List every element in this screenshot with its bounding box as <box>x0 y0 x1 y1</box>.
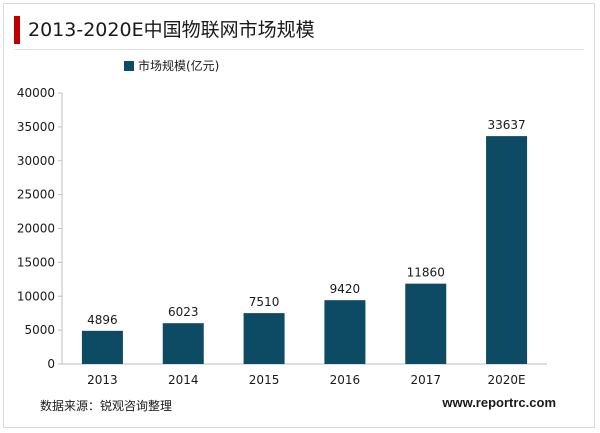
website-url: www.reportrc.com <box>442 395 556 410</box>
data-label: 7510 <box>249 295 280 309</box>
data-label: 33637 <box>487 118 525 132</box>
title-divider <box>14 49 584 50</box>
y-tick-label: 40000 <box>17 86 55 100</box>
bar <box>405 283 447 364</box>
data-label: 9420 <box>330 282 361 296</box>
x-tick-label: 2020E <box>488 373 526 387</box>
bar <box>81 330 123 364</box>
x-tick-label: 2014 <box>168 373 199 387</box>
y-tick-label: 20000 <box>17 222 55 236</box>
y-tick-label: 5000 <box>24 323 55 337</box>
y-tick-label: 35000 <box>17 120 55 134</box>
bar <box>324 300 366 364</box>
title-accent-bar <box>14 16 20 44</box>
chart-title: 2013-2020E中国物联网市场规模 <box>28 19 315 41</box>
x-tick-label: 2017 <box>410 373 441 387</box>
legend: 市场规模(亿元) <box>124 57 219 74</box>
bar <box>162 323 204 364</box>
y-tick-label: 10000 <box>17 289 55 303</box>
bar <box>486 136 528 364</box>
data-label: 6023 <box>168 305 199 319</box>
y-tick-label: 0 <box>47 357 55 371</box>
legend-label: 市场规模(亿元) <box>138 59 220 73</box>
data-source: 数据来源：锐观咨询整理 <box>40 399 173 413</box>
x-tick-label: 2015 <box>249 373 280 387</box>
data-label: 4896 <box>87 313 118 327</box>
legend-swatch <box>124 60 134 71</box>
bar <box>243 313 285 364</box>
y-tick-label: 25000 <box>17 188 55 202</box>
y-tick-label: 15000 <box>17 255 55 269</box>
x-tick-label: 2013 <box>87 373 118 387</box>
x-tick-label: 2016 <box>330 373 361 387</box>
y-tick-label: 30000 <box>17 154 55 168</box>
data-label: 11860 <box>407 266 445 280</box>
